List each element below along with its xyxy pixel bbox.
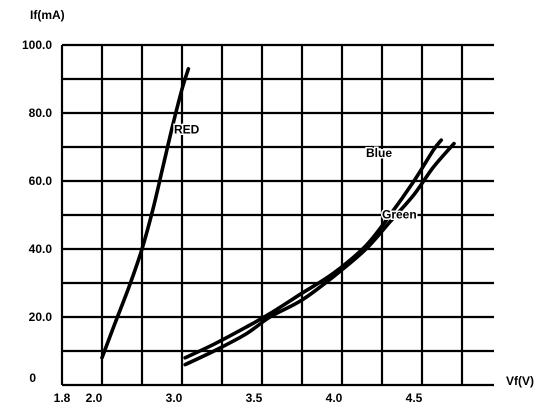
y-tick-label: 80.0 (29, 106, 53, 120)
y-tick-label: 60.0 (29, 174, 53, 188)
x-tick-label: 3.5 (246, 391, 263, 405)
x-tick-label: 4.5 (406, 391, 423, 405)
series-label-green: Green (382, 207, 417, 221)
x-tick-label: 1.8 (54, 391, 71, 405)
series-labels: RED Blue Green (173, 121, 419, 223)
x-tick-label: 2.0 (86, 391, 103, 405)
curve-red (100, 67, 191, 360)
grid (60, 43, 494, 387)
y-axis-label: If(mA) (30, 8, 65, 22)
series-label-blue: Blue (366, 146, 392, 160)
y-tick-label: 20.0 (29, 310, 53, 324)
series-label-red: RED (174, 122, 200, 136)
x-tick-label: 3.0 (166, 391, 183, 405)
curves (100, 67, 456, 367)
curve-blue (183, 138, 443, 360)
x-axis-label: Vf(V) (506, 374, 534, 388)
y-tick-label: 0 (29, 371, 36, 385)
curve-green (183, 141, 456, 367)
y-tick-label: 100.0 (22, 38, 52, 52)
tick-labels: 0 20.0 40.0 60.0 80.0 100.0 1.8 2.0 3.0 3.5 4.0 4.5 (22, 38, 423, 405)
y-tick-label: 40.0 (29, 242, 53, 256)
x-tick-label: 4.0 (326, 391, 343, 405)
